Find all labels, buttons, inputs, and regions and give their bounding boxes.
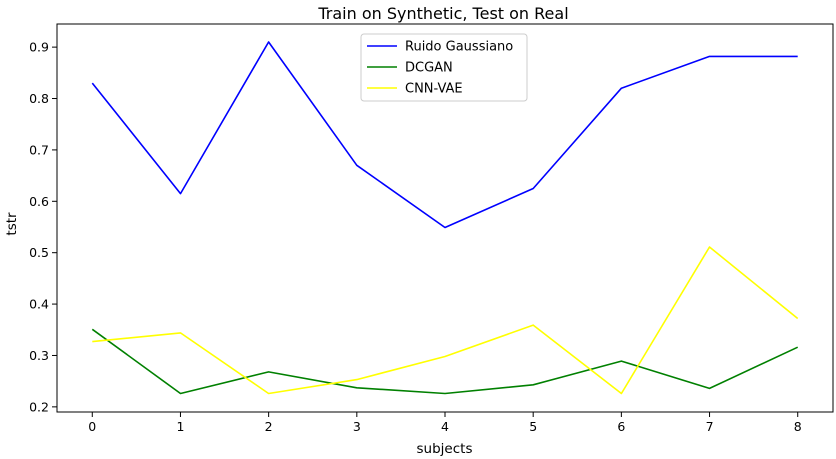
- y-axis-label: tstr: [4, 212, 20, 236]
- y-tick-label: 0.4: [29, 297, 49, 312]
- y-tick-label: 0.5: [29, 245, 49, 260]
- x-axis-label: subjects: [417, 441, 473, 457]
- legend-box: [360, 33, 528, 102]
- series-line-1: [91, 328, 799, 395]
- legend: Ruido Gaussiano DCGAN CNN-VAE: [360, 33, 528, 102]
- y-tick-label: 0.6: [29, 194, 49, 209]
- y-axis: 0.2 0.3 0.4 0.5 0.6 0.7 0.8 0.9: [29, 40, 57, 414]
- y-tick-label: 0.7: [29, 142, 49, 157]
- y-tick-label: 0.8: [29, 91, 49, 106]
- y-tick-label: 0.9: [29, 40, 49, 55]
- x-tick-label: 4: [441, 419, 449, 434]
- series-lines: [91, 41, 799, 395]
- legend-label: Ruido Gaussiano: [405, 40, 513, 55]
- x-tick-label: 8: [794, 419, 802, 434]
- x-tick-label: 0: [88, 419, 96, 434]
- series-line-2: [92, 246, 799, 395]
- legend-label: CNN-VAE: [405, 82, 463, 97]
- chart-title: Train on Synthetic, Test on Real: [317, 4, 568, 23]
- y-tick-label: 0.3: [29, 348, 49, 363]
- x-tick-label: 7: [706, 419, 714, 434]
- legend-label: DCGAN: [405, 61, 453, 76]
- series-line-0: [91, 41, 798, 229]
- y-tick-label: 0.2: [29, 399, 49, 414]
- x-tick-label: 5: [529, 419, 537, 434]
- x-tick-label: 3: [353, 419, 361, 434]
- x-axis: 0 1 2 3 4 5 6 7 8: [88, 412, 802, 434]
- x-tick-label: 6: [617, 419, 625, 434]
- x-tick-label: 1: [176, 419, 184, 434]
- x-tick-label: 2: [265, 419, 273, 434]
